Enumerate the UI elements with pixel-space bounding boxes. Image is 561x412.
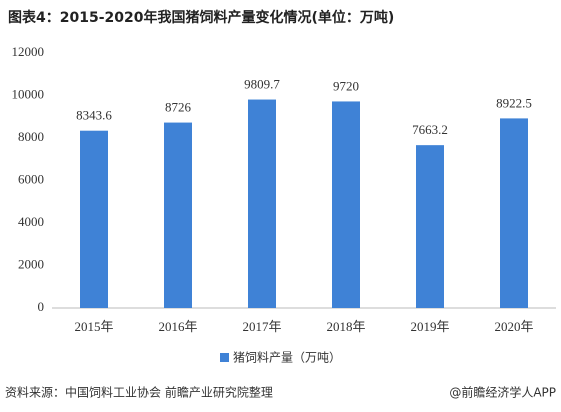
legend-label: 猪饲料产量（万吨）: [233, 351, 341, 365]
y-tick-label: 10000: [12, 86, 45, 101]
bar: [332, 101, 360, 308]
y-tick-label: 4000: [18, 214, 44, 229]
credit: @前瞻经济学人APP: [449, 385, 556, 400]
x-tick-label: 2020年: [494, 319, 533, 334]
value-label: 9809.7: [244, 77, 280, 92]
chart-title: 图表4：2015-2020年我国猪饲料产量变化情况(单位：万吨): [8, 9, 394, 26]
x-tick-label: 2016年: [158, 319, 197, 334]
bar: [80, 130, 108, 308]
source-note: 资料来源：中国饲料工业协会 前瞻产业研究院整理: [5, 385, 273, 400]
value-label: 8922.5: [496, 95, 532, 110]
x-tick-label: 2017年: [242, 319, 281, 334]
x-tick-label: 2019年: [410, 319, 449, 334]
x-tick-label: 2015年: [74, 319, 113, 334]
x-tick-label: 2018年: [326, 319, 365, 334]
value-label: 7663.2: [412, 122, 448, 137]
y-tick-label: 0: [38, 299, 45, 314]
bar: [416, 145, 444, 308]
value-label: 8726: [165, 100, 192, 115]
bar: [500, 118, 528, 308]
bar: [164, 122, 192, 308]
y-tick-label: 6000: [18, 171, 44, 186]
y-tick-label: 2000: [18, 256, 44, 271]
value-label: 9720: [333, 78, 359, 93]
y-tick-label: 8000: [18, 129, 44, 144]
bar: [248, 99, 276, 308]
y-tick-label: 12000: [12, 44, 45, 59]
legend-swatch: [220, 353, 229, 362]
value-label: 8343.6: [76, 108, 112, 123]
